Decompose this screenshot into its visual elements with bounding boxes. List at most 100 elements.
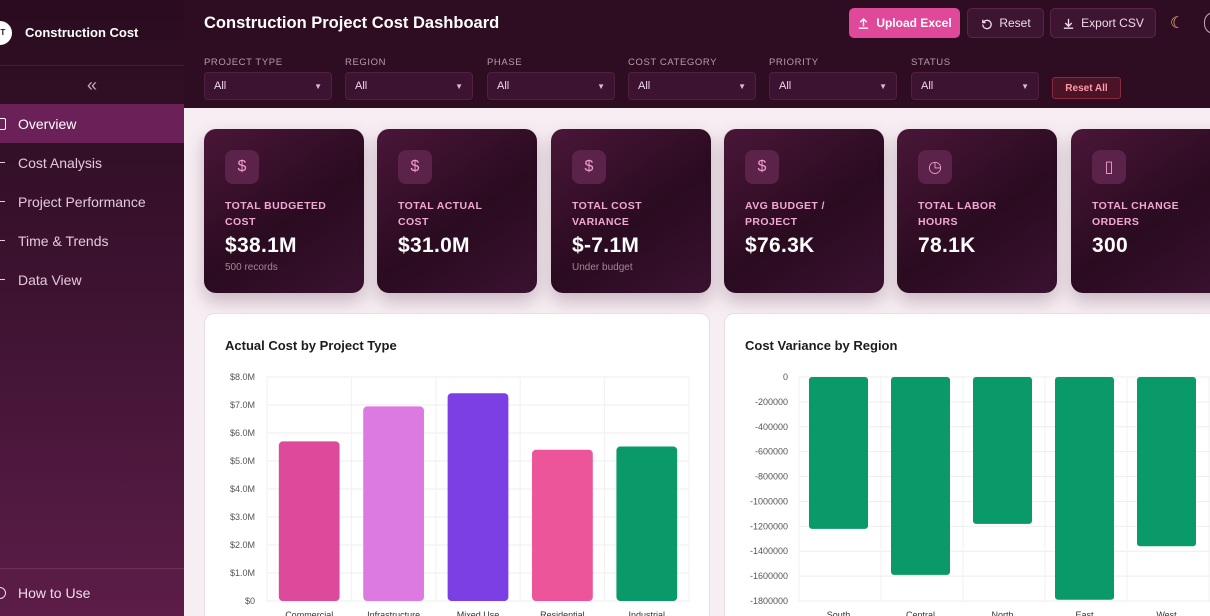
filter-label: Region	[345, 57, 387, 68]
x-tick-label: Residential	[540, 610, 585, 616]
reset-all-button[interactable]: Reset All	[1052, 77, 1121, 99]
y-tick-label: $0	[245, 596, 255, 606]
y-tick-label: -1600000	[750, 571, 788, 581]
caret-down-icon: ▼	[1021, 82, 1029, 91]
filter-label: Project Type	[204, 57, 283, 68]
reset-label: Reset	[999, 16, 1031, 30]
kpi-value: $38.1M	[225, 234, 297, 257]
actual-cost-bar-chart: $0 $1.0M $2.0M $3.0M $4.0M $5.0M $6.0M $7.0M $8.…	[230, 372, 690, 616]
x-tick-label: West	[1156, 610, 1177, 616]
export-label: Export CSV	[1081, 16, 1144, 30]
x-tick-label: Central	[906, 610, 935, 616]
cost-category-select[interactable]: All ▼	[628, 72, 756, 100]
upload-excel-button[interactable]: Upload Excel	[849, 8, 960, 38]
bar-south	[809, 377, 868, 529]
sidebar-item-label: Project Performance	[18, 193, 146, 210]
sidebar-item-label: Overview	[18, 115, 77, 132]
kpi-value: 300	[1092, 234, 1128, 257]
caret-down-icon: ▼	[314, 82, 322, 91]
sidebar-item-time-trends[interactable]: Time & Trends	[0, 221, 184, 260]
filter-label: Priority	[769, 57, 819, 68]
select-value: All	[921, 80, 934, 92]
priority-select[interactable]: All ▼	[769, 72, 897, 100]
caret-down-icon: ▼	[879, 82, 887, 91]
kpi-card-total-budgeted-cost: $ Total Budgeted Cost $38.1M 500 records	[204, 129, 364, 293]
header: Construction Project Cost Dashboard Uplo…	[184, 0, 1210, 108]
kpi-label: Avg Budget / Project	[745, 200, 825, 228]
chart-title: Cost Variance by Region	[745, 338, 898, 353]
grid-icon	[0, 117, 6, 130]
project-type-select[interactable]: All ▼	[204, 72, 332, 100]
bar-commercial	[278, 441, 340, 601]
user-icon[interactable]	[1204, 12, 1210, 34]
y-tick-label: $1.0M	[230, 568, 255, 578]
y-tick-label: $5.0M	[230, 456, 255, 466]
export-csv-button[interactable]: Export CSV	[1050, 8, 1156, 38]
kpi-value: $-7.1M	[572, 234, 640, 257]
sidebar: BT Construction Cost « Overview Cost Ana…	[0, 0, 184, 616]
y-tick-label: -400000	[755, 422, 788, 432]
dollar-icon: $	[225, 150, 259, 184]
kpi-card-total-actual-cost: $ Total Actual Cost $31.0M	[377, 129, 537, 293]
bar-east	[1055, 377, 1114, 600]
caret-down-icon: ▼	[597, 82, 605, 91]
sidebar-item-cost-analysis[interactable]: Cost Analysis	[0, 143, 184, 182]
sidebar-item-project-performance[interactable]: Project Performance	[0, 182, 184, 221]
download-icon	[1063, 18, 1074, 29]
chart-icon	[0, 161, 5, 164]
kpi-subtext: 500 records	[225, 262, 278, 273]
kpi-label: Total Change Orders	[1092, 200, 1180, 228]
reset-icon	[982, 19, 993, 29]
kpi-value: $76.3K	[745, 234, 815, 257]
chart-panel-actual-cost: Actual Cost by Project Type $0 $1.0M $2.0M…	[204, 313, 710, 616]
select-value: All	[779, 80, 792, 92]
upload-icon	[859, 17, 869, 29]
status-select[interactable]: All ▼	[911, 72, 1039, 100]
y-tick-label: -1400000	[750, 546, 788, 556]
moon-icon[interactable]: ☾	[1170, 15, 1185, 32]
bar-infrastructure	[363, 406, 424, 601]
sidebar-item-label: Time & Trends	[18, 232, 109, 249]
bar-industrial	[616, 446, 678, 601]
phase-select[interactable]: All ▼	[487, 72, 615, 100]
page-title: Construction Project Cost Dashboard	[204, 14, 500, 32]
table-icon	[0, 278, 5, 281]
kpi-label: Total Cost Variance	[572, 200, 642, 228]
kpi-card-total-labor-hours: ◷ Total Labor Hours 78.1K	[897, 129, 1057, 293]
kpi-card-total-change-orders: ▯ Total Change Orders 300	[1071, 129, 1210, 293]
cost-variance-bar-chart: 0 -200000 -400000 -600000 -800000 -1000000 -12…	[750, 372, 1210, 616]
filter-priority: Priority All ▼	[769, 57, 897, 100]
sidebar-item-data-view[interactable]: Data View	[0, 260, 184, 299]
bar-mixed-use	[447, 393, 509, 601]
chart-panel-cost-variance: Cost Variance by Region 0 -200000 -400000 -…	[724, 313, 1210, 616]
bar-central	[891, 377, 950, 575]
kpi-subtext: Under budget	[572, 262, 633, 273]
y-tick-label: $6.0M	[230, 428, 255, 438]
y-tick-label: $2.0M	[230, 540, 255, 550]
document-icon: ▯	[1092, 150, 1126, 184]
kpi-card-avg-budget: $ Avg Budget / Project $76.3K	[724, 129, 884, 293]
filter-region: Region All ▼	[345, 57, 473, 100]
sidebar-item-overview[interactable]: Overview	[0, 104, 184, 143]
kpi-label: Total Actual Cost	[398, 200, 483, 228]
how-to-use-link[interactable]: How to Use	[0, 568, 184, 616]
filter-status: Status All ▼	[911, 57, 1039, 100]
help-icon	[0, 586, 6, 599]
app-logo: BT	[0, 20, 12, 45]
y-tick-label: $8.0M	[230, 372, 255, 382]
y-tick-label: 0	[783, 372, 788, 382]
trend-icon	[0, 200, 5, 203]
kpi-value: $31.0M	[398, 234, 470, 257]
collapse-sidebar-icon[interactable]: «	[86, 74, 97, 95]
bar-north	[973, 377, 1032, 524]
caret-down-icon: ▼	[455, 82, 463, 91]
region-select[interactable]: All ▼	[345, 72, 473, 100]
y-tick-label: -600000	[755, 447, 788, 457]
filter-label: Cost Category	[628, 57, 718, 68]
filter-project-type: Project Type All ▼	[204, 57, 332, 100]
filter-cost-category: Cost Category All ▼	[628, 57, 756, 100]
x-tick-label: Commercial	[285, 610, 333, 616]
x-tick-label: East	[1075, 610, 1094, 616]
how-to-use-label: How to Use	[18, 584, 91, 601]
reset-button[interactable]: Reset	[967, 8, 1044, 38]
